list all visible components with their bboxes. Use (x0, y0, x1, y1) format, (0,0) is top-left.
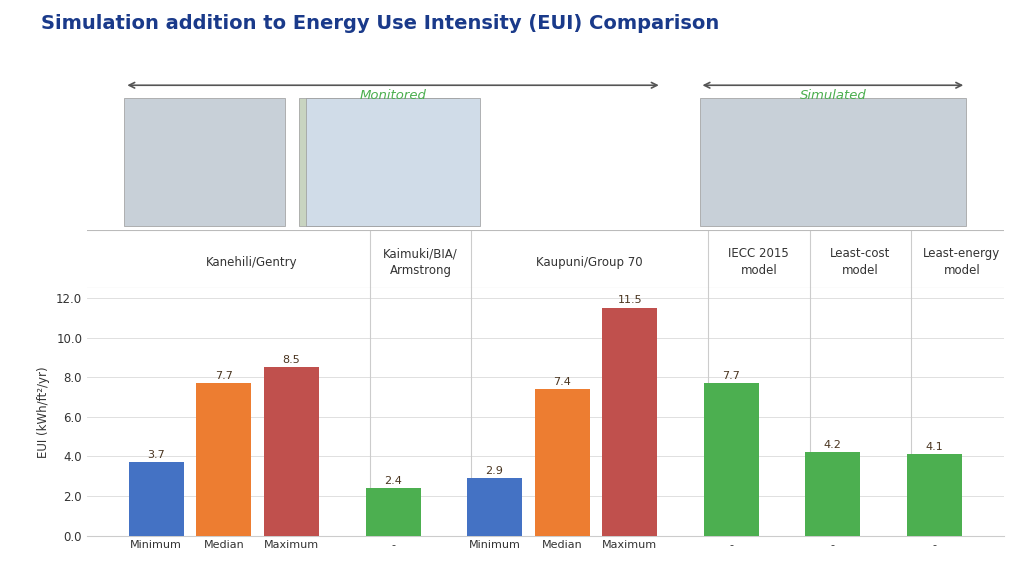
FancyBboxPatch shape (299, 98, 459, 226)
FancyBboxPatch shape (699, 98, 966, 226)
Bar (535, 389, 590, 536)
Bar (264, 367, 319, 536)
Text: 7.7: 7.7 (215, 371, 232, 381)
Text: 7.4: 7.4 (553, 377, 571, 386)
Text: 2.4: 2.4 (384, 476, 402, 486)
Text: Least-cost
model: Least-cost model (830, 247, 891, 277)
Text: 2.9: 2.9 (485, 466, 504, 476)
Text: Kaupuni/Group 70: Kaupuni/Group 70 (537, 256, 643, 268)
Text: Kanehili/Gentry: Kanehili/Gentry (206, 256, 297, 268)
Text: Least-energy
model: Least-energy model (924, 247, 1000, 277)
Bar (467, 478, 522, 536)
Y-axis label: EUI (kWh/ft²/yr): EUI (kWh/ft²/yr) (38, 366, 50, 458)
FancyBboxPatch shape (125, 98, 285, 226)
Text: Kaimuki/BIA/
Armstrong: Kaimuki/BIA/ Armstrong (383, 247, 458, 277)
Text: 4.1: 4.1 (926, 442, 943, 452)
Text: Simulated: Simulated (800, 89, 866, 103)
Bar (907, 454, 962, 536)
Bar (806, 453, 860, 536)
Bar (366, 488, 421, 536)
Bar (197, 383, 251, 536)
FancyBboxPatch shape (306, 98, 480, 226)
Bar (703, 383, 759, 536)
Text: 3.7: 3.7 (147, 450, 165, 460)
Text: 11.5: 11.5 (617, 295, 642, 305)
Text: 4.2: 4.2 (824, 440, 842, 450)
Bar (602, 308, 657, 536)
Text: Simulation addition to Energy Use Intensity (EUI) Comparison: Simulation addition to Energy Use Intens… (41, 14, 719, 33)
Bar (129, 463, 183, 536)
Text: 8.5: 8.5 (283, 355, 300, 365)
Text: Monitored: Monitored (359, 89, 426, 103)
Text: IECC 2015
model: IECC 2015 model (728, 247, 790, 277)
Text: 7.7: 7.7 (722, 371, 740, 381)
